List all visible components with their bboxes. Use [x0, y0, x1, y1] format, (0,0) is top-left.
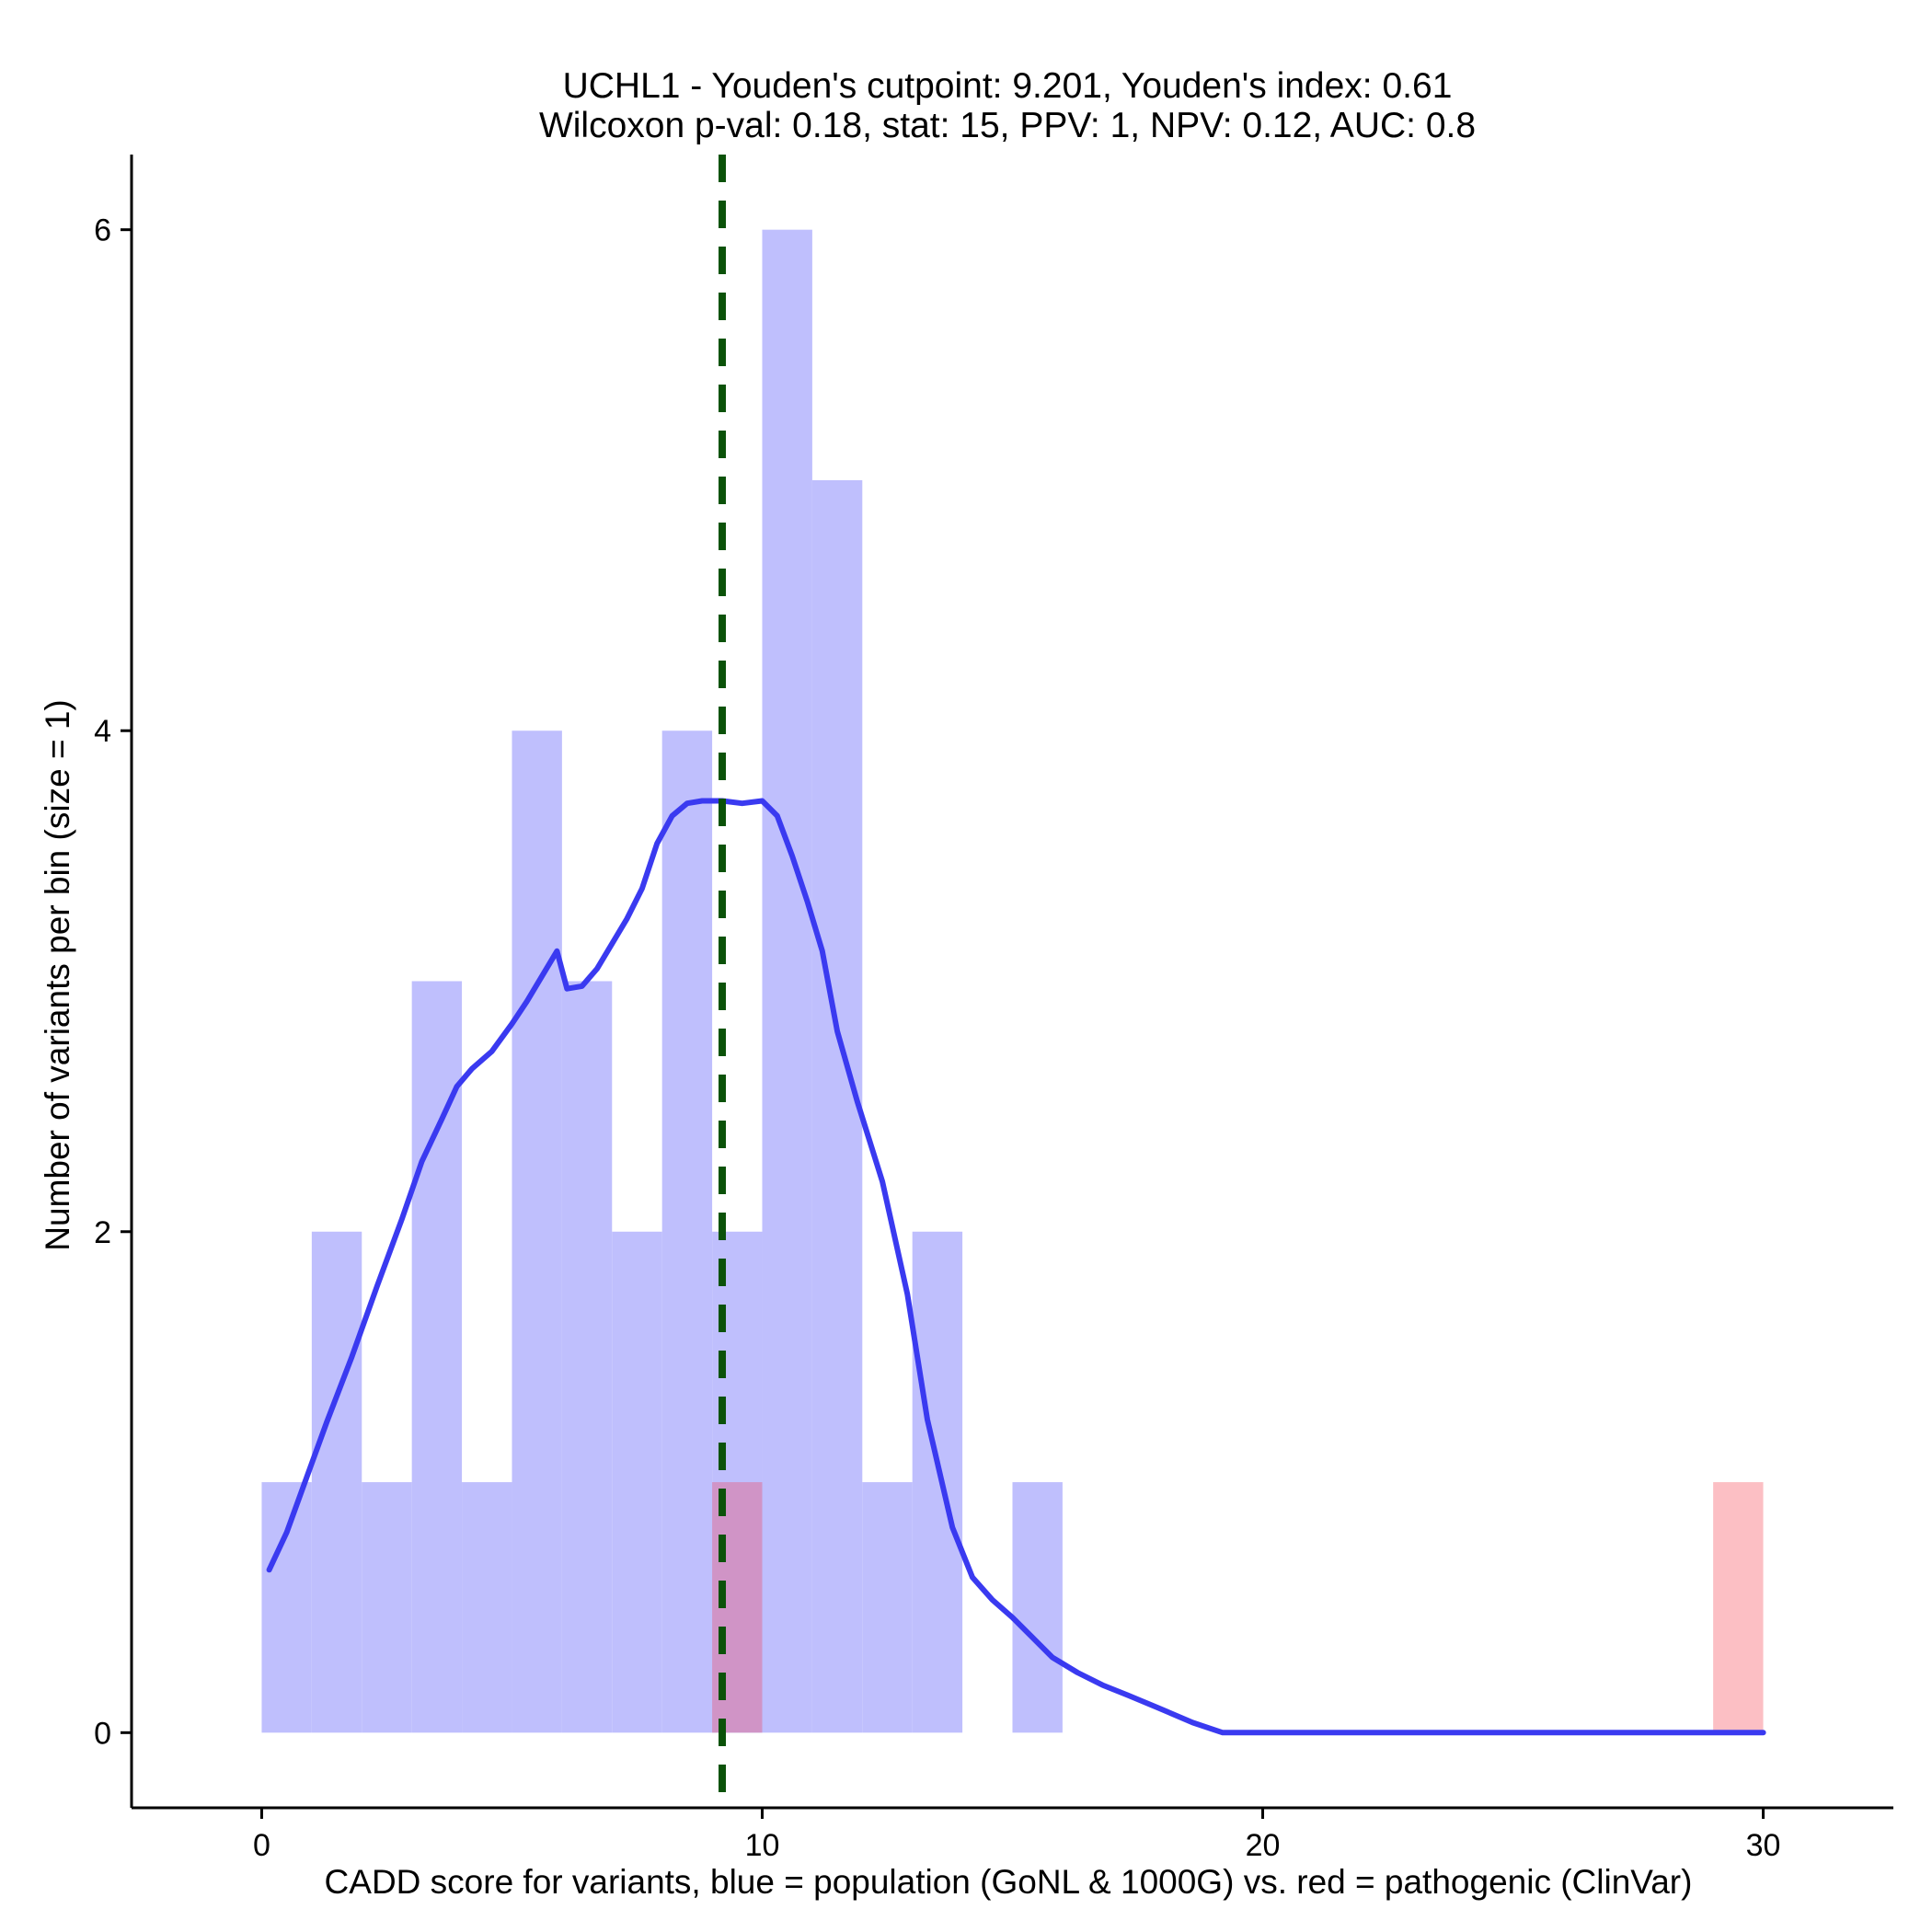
- chart-title-line-2: Wilcoxon p-val: 0.18, stat: 15, PPV: 1, …: [539, 106, 1476, 145]
- population-bar-5: [512, 730, 562, 1733]
- population-bar-13: [912, 1231, 963, 1733]
- x-axis-title: CADD score for variants, blue = populati…: [325, 1863, 1693, 1901]
- axes-layer: 0 10 20 30 0 2 4 6: [94, 155, 1893, 1863]
- y-tick-label-0: 0: [94, 1716, 111, 1751]
- population-bar-6: [561, 981, 613, 1733]
- population-bar-8: [661, 730, 713, 1733]
- population-bar-10: [762, 229, 812, 1733]
- population-bar-3: [411, 981, 463, 1733]
- y-axis-title: Number of variants per bin (size = 1): [39, 699, 76, 1250]
- chart-title-line-1: UCHL1 - Youden's cutpoint: 9.201, Youden…: [563, 66, 1453, 106]
- population-bar-12: [862, 1482, 913, 1733]
- population-bar-15: [1012, 1482, 1063, 1733]
- population-bar-7: [612, 1231, 662, 1733]
- y-tick-label-4: 4: [94, 714, 111, 749]
- bars-layer: [261, 229, 1764, 1733]
- pathogenic-bar-29: [1713, 1482, 1764, 1733]
- population-bar-11: [811, 479, 863, 1733]
- x-tick-label-10: 10: [745, 1828, 780, 1863]
- density-curve-line: [266, 798, 1766, 1736]
- population-bar-1: [311, 1231, 362, 1733]
- population-bar-4: [462, 1482, 512, 1733]
- population-bar-0: [261, 1482, 312, 1733]
- y-tick-label-6: 6: [94, 213, 111, 248]
- x-tick-label-0: 0: [253, 1828, 270, 1863]
- y-tick-label-2: 2: [94, 1215, 111, 1250]
- population-bar-2: [362, 1482, 412, 1733]
- density-layer: [266, 798, 1766, 1736]
- x-tick-label-20: 20: [1246, 1828, 1281, 1863]
- x-tick-label-30: 30: [1746, 1828, 1781, 1863]
